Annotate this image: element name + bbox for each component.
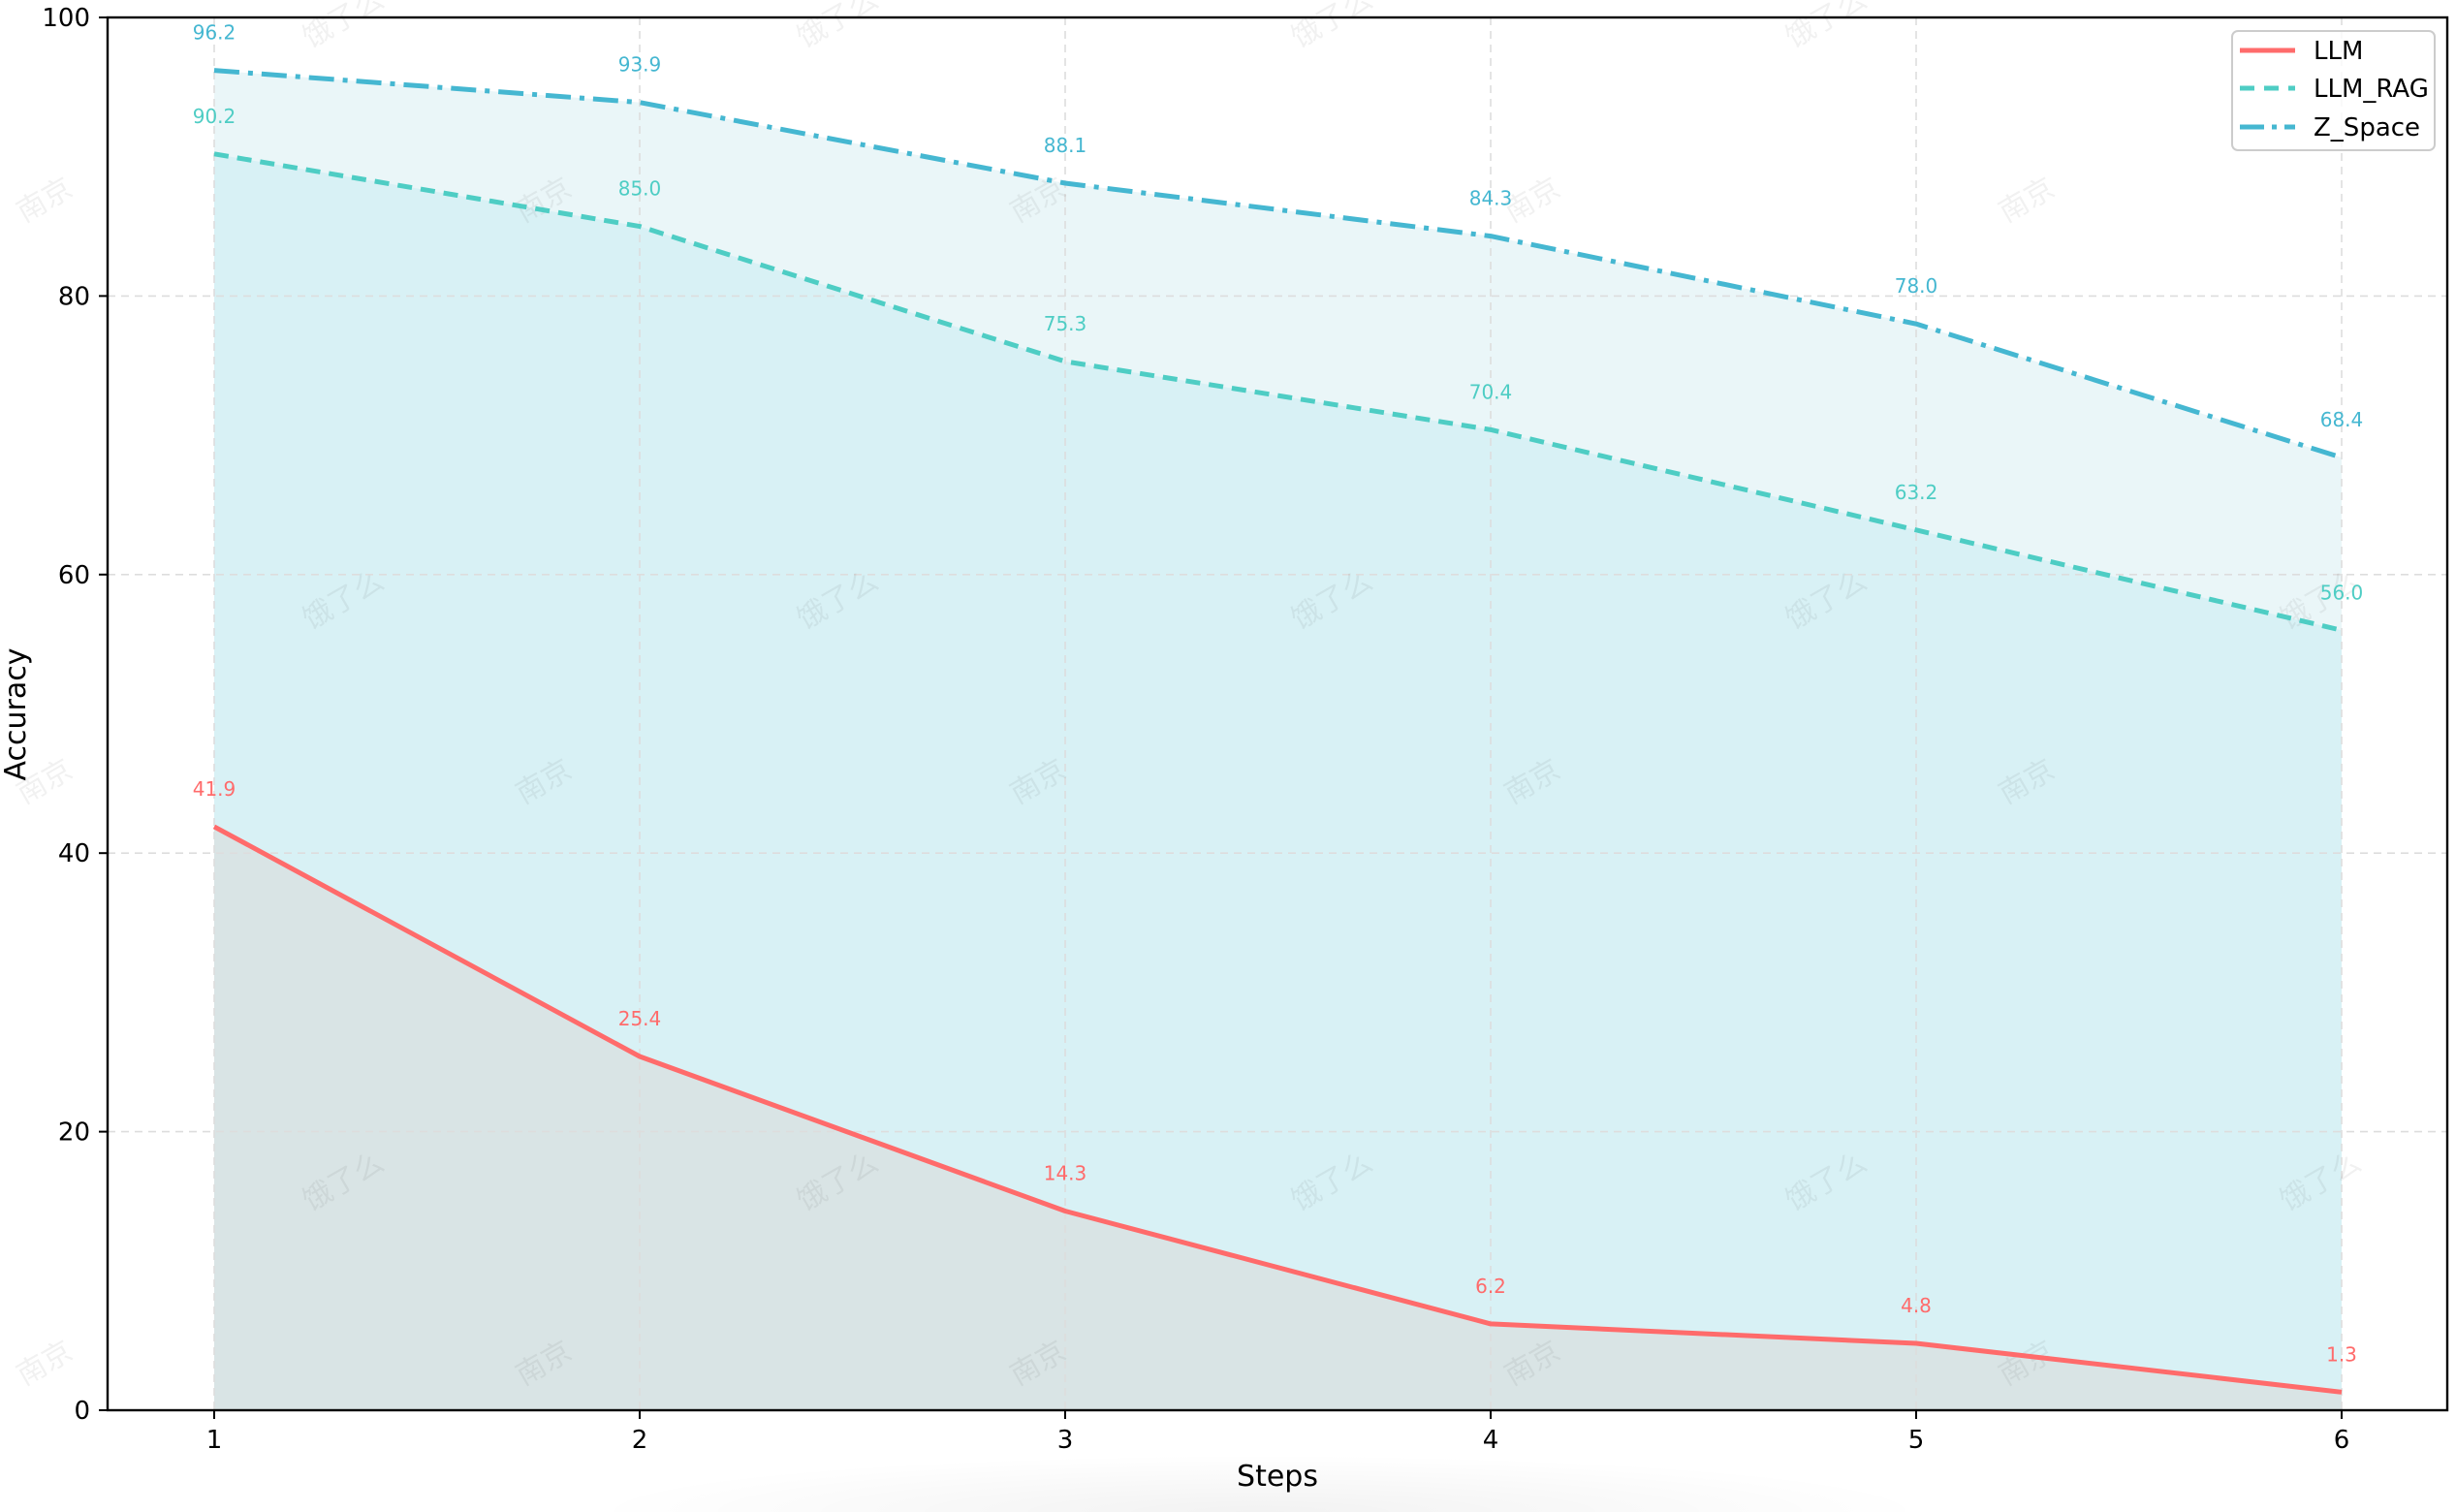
x-axis-ticks: 1 2 3 4 5 6 — [206, 1410, 2350, 1455]
data-label: 84.3 — [1469, 187, 1513, 210]
data-label: 56.0 — [2320, 581, 2364, 604]
x-tick-label: 4 — [1483, 1426, 1499, 1455]
data-label: 6.2 — [1475, 1275, 1506, 1298]
watermark-text: 饿了么 — [1780, 0, 1873, 55]
area-fill-llm — [214, 826, 2342, 1410]
data-label: 25.4 — [618, 1007, 662, 1030]
y-tick-label: 20 — [58, 1118, 90, 1148]
x-tick-label: 1 — [206, 1426, 223, 1455]
legend-label-z-space: Z_Space — [2314, 113, 2420, 142]
axes-frame — [106, 16, 2449, 1412]
x-axis-label: Steps — [1237, 1460, 1318, 1494]
data-label: 41.9 — [193, 777, 236, 801]
data-label: 75.3 — [1044, 312, 1087, 335]
y-axis-ticks: 0 20 40 60 80 100 — [42, 4, 108, 1426]
y-tick-label: 100 — [42, 4, 90, 33]
series-line-llm-rag — [213, 151, 2343, 633]
y-tick-label: 60 — [58, 561, 90, 590]
data-label: 78.0 — [1895, 274, 1938, 298]
y-axis-label: Accuracy — [0, 648, 33, 781]
legend-label-llm-rag: LLM_RAG — [2314, 75, 2429, 104]
series-line-llm — [212, 824, 2343, 1395]
x-tick-label: 3 — [1057, 1426, 1074, 1455]
data-label: 88.1 — [1044, 134, 1087, 157]
x-tick-label: 2 — [632, 1426, 648, 1455]
watermark-text: 南京 — [1994, 172, 2061, 230]
data-label: 1.3 — [2326, 1342, 2357, 1366]
legend-box — [2231, 30, 2436, 151]
data-label: 63.2 — [1895, 481, 1938, 504]
legend: LLM LLM_RAG Z_Space — [2231, 30, 2436, 151]
data-label: 14.3 — [1044, 1162, 1087, 1185]
data-label: 4.8 — [1901, 1294, 1932, 1317]
legend-label-llm: LLM — [2314, 37, 2363, 66]
series-line-z-space — [213, 68, 2343, 460]
data-labels: 41.9 25.4 14.3 6.2 4.8 1.3 90.2 85.0 75.3 70.4 63.… — [193, 21, 2364, 1367]
data-label: 85.0 — [618, 177, 662, 201]
watermark-text: 饿了么 — [1286, 0, 1378, 55]
data-label: 90.2 — [193, 105, 236, 128]
watermark-text: 南京 — [12, 1335, 79, 1393]
series-lines — [212, 68, 2343, 1395]
data-label: 93.9 — [618, 53, 662, 77]
data-label: 70.4 — [1469, 380, 1513, 403]
watermark-text: 南京 — [12, 172, 79, 230]
y-tick-label: 40 — [58, 839, 90, 868]
y-tick-label: 0 — [74, 1397, 90, 1426]
data-label: 68.4 — [2320, 408, 2364, 431]
plot-area: 饿了么 饿了么 饿了么 饿了么饿了么 饿了么 饿了么 饿了么 饿了么饿了么 饿了么 饿了么 饿了么饿… — [12, 0, 2447, 1411]
watermark-text: 饿了么 — [298, 0, 390, 55]
watermark-text: 饿了么 — [792, 0, 884, 55]
data-label: 96.2 — [193, 21, 236, 45]
x-tick-label: 6 — [2334, 1426, 2350, 1455]
area-fills — [214, 70, 2342, 1411]
y-tick-label: 80 — [58, 282, 90, 311]
x-tick-label: 5 — [1908, 1426, 1925, 1455]
grid-lines — [108, 17, 2447, 1410]
